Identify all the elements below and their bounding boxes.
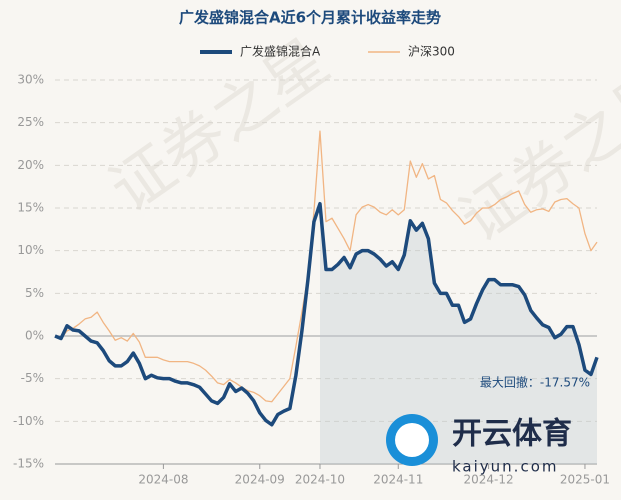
plot: -15% -10% -5% 0% 5% 10% 15% 20% 25% 30% 2024-08 202… xyxy=(13,44,610,487)
x-tick-label: 2024-10 xyxy=(295,473,345,487)
logo-ball-inner xyxy=(395,423,429,457)
x-tick-label: 2024-09 xyxy=(235,473,285,487)
x-tick-label: 2025-01 xyxy=(560,473,610,487)
y-tick-label: 30% xyxy=(17,73,44,87)
legend-label: 广发盛锦混合A xyxy=(240,44,321,59)
logo-url: kaiyun.com xyxy=(452,458,558,476)
y-tick-label: 0% xyxy=(25,329,44,343)
watermark: 证券之星 xyxy=(447,54,621,256)
drawdown-area xyxy=(319,203,597,464)
watermarks: 证券之星 证券之星 xyxy=(97,24,621,256)
x-tick-label: 2024-12 xyxy=(464,473,514,487)
x-tick-label: 2024-11 xyxy=(373,473,423,487)
y-tick-label: 15% xyxy=(17,201,44,215)
y-tick-label: -5% xyxy=(21,371,44,385)
x-tick-label: 2024-08 xyxy=(138,473,188,487)
series-line xyxy=(54,201,599,427)
y-tick-label: -10% xyxy=(13,414,44,428)
series-line xyxy=(54,130,598,403)
logo: 开云体育 kaiyun.com xyxy=(386,414,572,476)
chart-title: 广发盛锦混合A近6个月累计收益率走势 xyxy=(179,9,441,27)
y-tick-label: 20% xyxy=(17,158,44,172)
y-tick-label: -15% xyxy=(13,457,44,471)
y-tick-label: 5% xyxy=(25,286,44,300)
logo-text: 开云体育 xyxy=(452,417,572,452)
y-tick-label: 10% xyxy=(17,243,44,257)
annotation: 最大回撤：-17.57% xyxy=(480,375,590,390)
y-tick-label: 25% xyxy=(17,115,44,129)
legend-label: 沪深300 xyxy=(408,45,455,59)
